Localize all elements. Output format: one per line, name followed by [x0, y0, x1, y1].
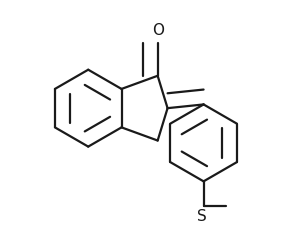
Text: O: O — [152, 23, 164, 38]
Text: S: S — [198, 208, 207, 223]
